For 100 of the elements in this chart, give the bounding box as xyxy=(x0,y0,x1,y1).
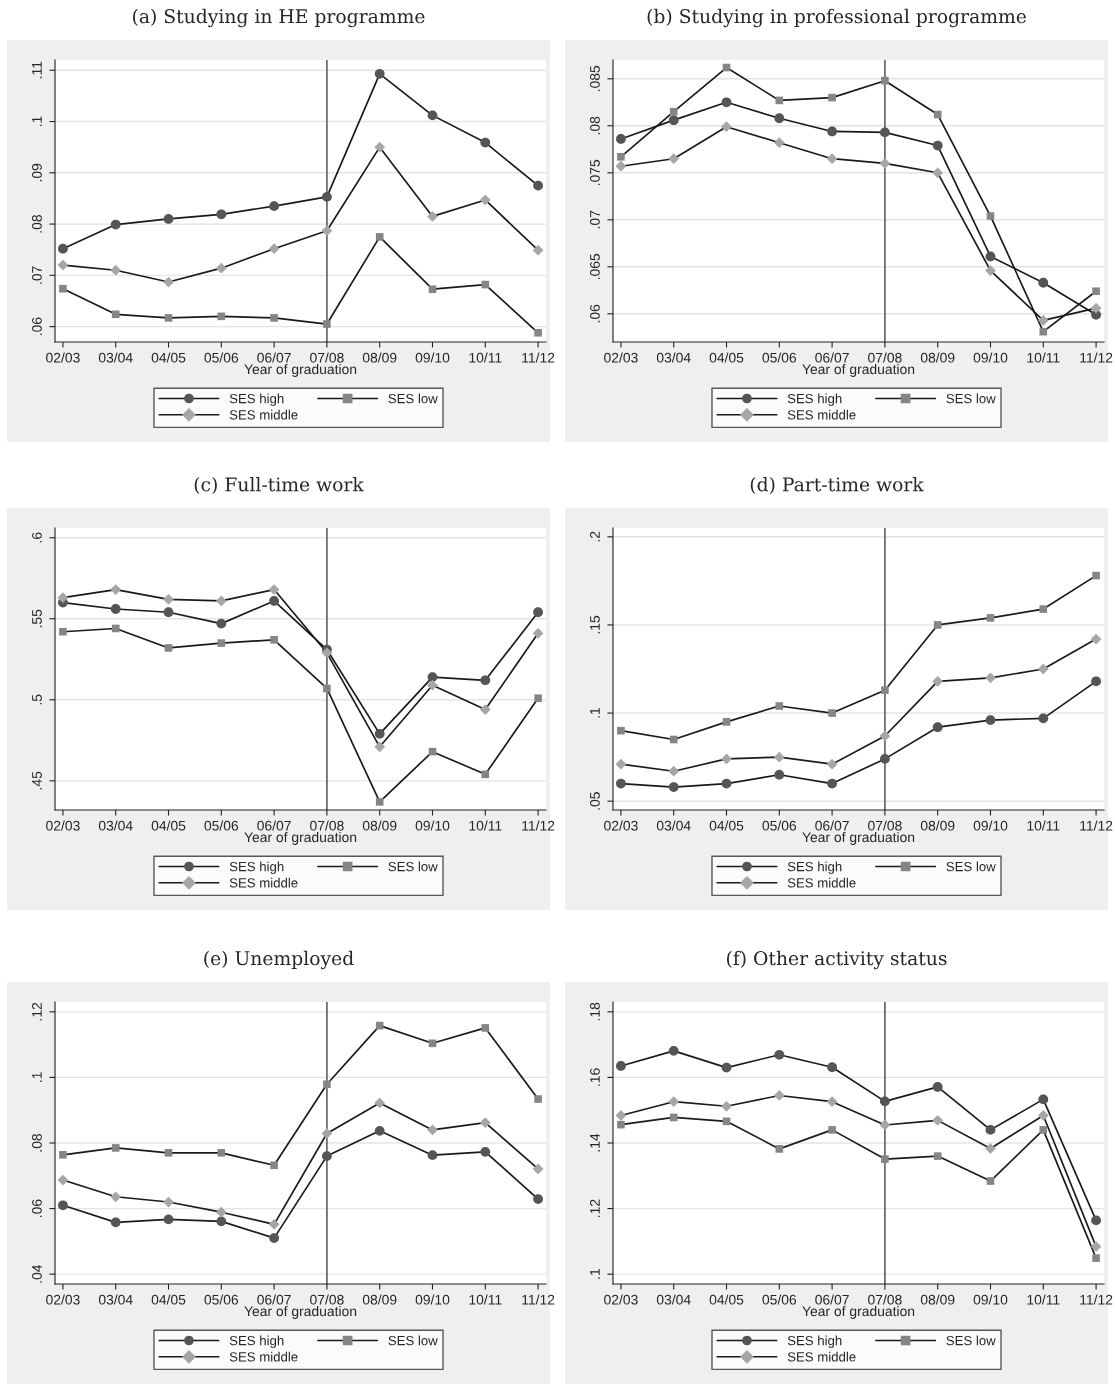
x-tick-label: 04/05 xyxy=(151,352,186,363)
x-tick-label: 06/07 xyxy=(815,1294,849,1305)
y-tick-label: .5 xyxy=(32,694,42,705)
x-tick-label: 10/11 xyxy=(469,352,502,363)
x-tick-label: 07/08 xyxy=(310,352,344,363)
y-tick-label: .14 xyxy=(590,1133,600,1152)
x-tick-label: 10/11 xyxy=(469,1294,502,1305)
x-tick-label: 09/10 xyxy=(973,352,1008,363)
x-tick-label: 06/07 xyxy=(257,820,291,831)
chart-title: (f) Other activity status xyxy=(726,950,947,970)
x-tick-label: 07/08 xyxy=(310,820,344,831)
x-axis-title: Year of graduation xyxy=(802,1305,915,1319)
x-tick-label: 06/07 xyxy=(257,352,291,363)
y-tick-label: .12 xyxy=(590,1199,600,1217)
y-tick-label: .08 xyxy=(32,1133,42,1152)
x-axis-title: Year of graduation xyxy=(244,363,357,377)
x-tick-label: 05/06 xyxy=(762,820,797,831)
x-axis-title: Year of graduation xyxy=(244,831,357,845)
y-tick-label: .45 xyxy=(32,771,42,790)
legend-label: SES low xyxy=(946,393,996,404)
y-tick-label: .1 xyxy=(32,116,42,127)
x-tick-label: 06/07 xyxy=(257,1294,291,1305)
x-tick-label: 03/04 xyxy=(98,1294,133,1305)
x-tick-label: 04/05 xyxy=(709,1294,744,1305)
x-tick-label: 03/04 xyxy=(98,352,133,363)
legend-label: SES low xyxy=(946,1335,996,1346)
y-tick-label: .55 xyxy=(32,609,42,628)
legend-label: SES middle xyxy=(787,409,856,420)
y-tick-label: .12 xyxy=(32,1002,42,1021)
y-tick-label: .16 xyxy=(590,1068,600,1086)
x-tick-label: 05/06 xyxy=(204,352,239,363)
x-tick-label: 07/08 xyxy=(868,1294,902,1305)
x-tick-label: 07/08 xyxy=(310,1294,344,1305)
legend-label: SES middle xyxy=(229,1351,298,1362)
legend-label: SES high xyxy=(229,861,284,874)
x-tick-label: 05/06 xyxy=(204,1294,239,1305)
x-tick-label: 09/10 xyxy=(415,352,450,363)
x-tick-label: 05/06 xyxy=(204,820,239,831)
x-tick-label: 08/09 xyxy=(920,352,955,363)
legend-label: SES middle xyxy=(787,1351,856,1362)
legend-label: SES low xyxy=(388,393,438,404)
y-tick-label: .06 xyxy=(590,304,600,323)
y-tick-label: .1 xyxy=(590,1269,600,1279)
y-tick-label: .1 xyxy=(590,707,600,718)
x-tick-label: 08/09 xyxy=(920,820,955,831)
legend-label: SES high xyxy=(787,861,842,874)
x-tick-label: 03/04 xyxy=(98,820,133,831)
chart-title: (c) Full-time work xyxy=(194,476,364,495)
legend-label: SES middle xyxy=(229,877,298,888)
y-tick-label: .18 xyxy=(590,1002,600,1021)
x-tick-label: 10/11 xyxy=(1027,820,1060,831)
x-tick-label: 04/05 xyxy=(709,352,744,363)
x-tick-label: 11/12 xyxy=(1080,1294,1113,1305)
y-tick-label: .08 xyxy=(590,116,600,135)
y-tick-label: .075 xyxy=(590,159,600,186)
legend-label: SES middle xyxy=(787,877,856,888)
y-tick-label: .1 xyxy=(32,1072,42,1082)
x-tick-label: 11/12 xyxy=(1080,820,1113,831)
y-tick-label: .07 xyxy=(32,266,42,284)
x-tick-label: 02/03 xyxy=(604,1294,638,1305)
x-tick-label: 09/10 xyxy=(415,1294,450,1305)
y-tick-label: .6 xyxy=(32,532,42,543)
x-tick-label: 05/06 xyxy=(762,1294,797,1305)
x-tick-label: 04/05 xyxy=(151,1294,186,1305)
x-tick-label: 07/08 xyxy=(868,820,902,831)
y-tick-label: .08 xyxy=(32,215,42,233)
x-tick-label: 09/10 xyxy=(415,820,450,831)
x-tick-label: 03/04 xyxy=(656,1294,691,1305)
x-tick-label: 08/09 xyxy=(920,1294,955,1305)
x-tick-label: 06/07 xyxy=(815,352,849,363)
y-tick-label: .15 xyxy=(590,615,600,634)
x-tick-label: 08/09 xyxy=(362,820,397,831)
y-tick-label: .05 xyxy=(590,792,600,810)
legend-label: SES low xyxy=(388,861,438,872)
x-tick-label: 11/12 xyxy=(522,352,555,363)
chart-title: (a) Studying in HE programme xyxy=(133,8,425,28)
x-tick-label: 05/06 xyxy=(762,352,797,363)
legend-label: SES high xyxy=(229,393,284,406)
chart-title: (b) Studying in professional programme xyxy=(647,8,1026,28)
legend-label: SES low xyxy=(388,1335,438,1346)
legend-label: SES low xyxy=(946,861,996,872)
x-tick-label: 11/12 xyxy=(1080,352,1113,363)
x-axis-title: Year of graduation xyxy=(802,831,915,845)
y-tick-label: .07 xyxy=(590,210,600,229)
x-tick-label: 10/11 xyxy=(469,820,502,831)
y-tick-label: .11 xyxy=(32,61,42,79)
x-tick-label: 11/12 xyxy=(522,820,555,831)
y-tick-label: .065 xyxy=(590,253,600,280)
x-tick-label: 04/05 xyxy=(709,820,744,831)
y-tick-label: .09 xyxy=(32,163,42,182)
legend-label: SES high xyxy=(787,393,842,406)
x-tick-label: 10/11 xyxy=(1027,1294,1060,1305)
x-tick-label: 09/10 xyxy=(973,820,1008,831)
x-tick-label: 02/03 xyxy=(46,352,80,363)
y-tick-label: .06 xyxy=(32,317,42,335)
x-tick-label: 02/03 xyxy=(604,352,638,363)
chart-title: (d) Part-time work xyxy=(750,476,924,495)
y-tick-label: .085 xyxy=(590,65,600,92)
x-axis-title: Year of graduation xyxy=(802,363,915,377)
x-tick-label: 11/12 xyxy=(522,1294,555,1305)
